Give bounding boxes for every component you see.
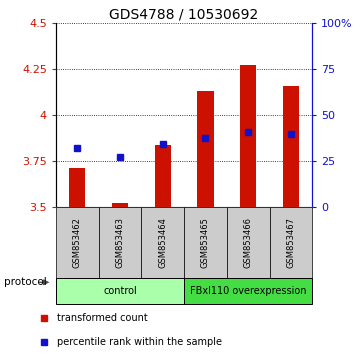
Text: GSM853466: GSM853466 [244, 217, 253, 268]
Bar [155, 144, 171, 207]
Bar [227, 207, 270, 278]
Text: GSM853465: GSM853465 [201, 217, 210, 268]
Bar [56, 207, 99, 278]
Bar [99, 207, 142, 278]
Bar [197, 91, 214, 207]
Text: GSM853464: GSM853464 [158, 217, 167, 268]
Bar [112, 204, 128, 207]
Bar [270, 207, 312, 278]
Text: percentile rank within the sample: percentile rank within the sample [57, 337, 222, 347]
Bar [283, 86, 299, 207]
Text: transformed count: transformed count [57, 313, 148, 323]
Text: GSM853467: GSM853467 [286, 217, 295, 268]
Text: GSM853463: GSM853463 [116, 217, 125, 268]
Title: GDS4788 / 10530692: GDS4788 / 10530692 [109, 8, 259, 22]
Text: control: control [103, 286, 137, 296]
Bar [184, 207, 227, 278]
Bar [69, 169, 86, 207]
Bar [184, 278, 312, 304]
Bar [240, 65, 256, 207]
Text: FBxl110 overexpression: FBxl110 overexpression [190, 286, 306, 296]
Bar [142, 207, 184, 278]
Bar [56, 278, 184, 304]
Text: GSM853462: GSM853462 [73, 217, 82, 268]
Text: protocol: protocol [4, 277, 46, 287]
